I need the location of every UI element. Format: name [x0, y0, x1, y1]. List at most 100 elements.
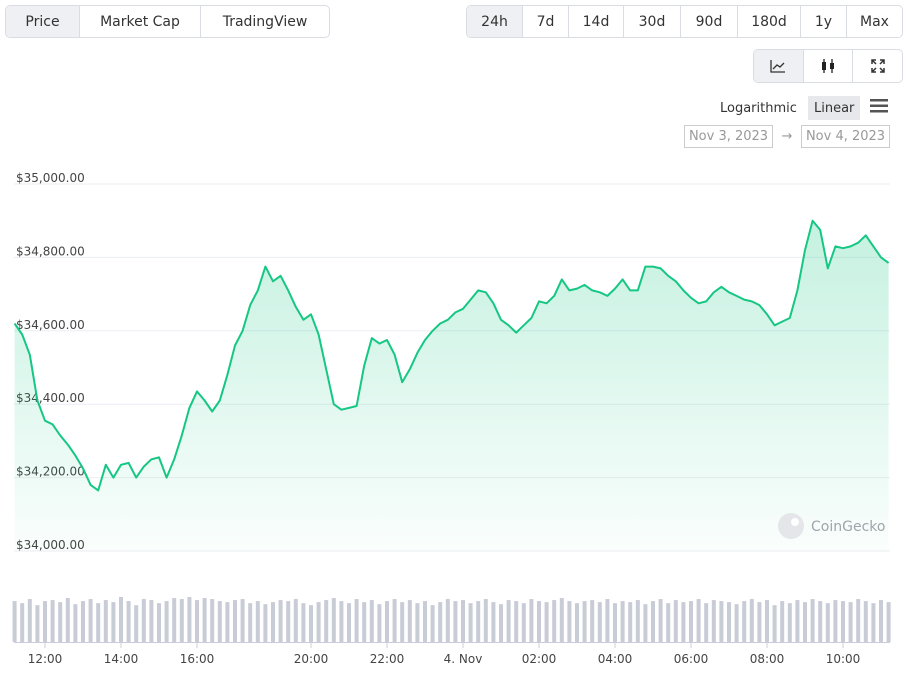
volume-bar: [567, 601, 572, 642]
volume-bar: [430, 605, 435, 642]
volume-bar: [514, 601, 519, 642]
y-tick-label: $34,600.00: [16, 318, 85, 332]
volume-bar: [415, 603, 420, 642]
x-tick-label: 20:00: [294, 652, 329, 666]
price-area: [14, 220, 889, 551]
volume-bar: [331, 598, 336, 642]
volume-bar: [369, 600, 374, 642]
volume-bar: [141, 599, 146, 642]
volume-bar: [575, 603, 579, 642]
tab-button[interactable]: Market Cap: [80, 6, 201, 37]
volume-bar: [210, 599, 215, 642]
watermark-logo-eye: [791, 518, 799, 526]
tab-button[interactable]: Price: [6, 6, 80, 37]
volume-bar: [423, 601, 427, 642]
volume-bar: [886, 602, 891, 642]
range-button[interactable]: 90d: [681, 6, 738, 37]
watermark: CoinGecko: [778, 513, 885, 539]
volume-bar: [841, 601, 845, 642]
volume-bar: [597, 602, 602, 642]
line-chart-button[interactable]: [754, 50, 804, 82]
volume-bar: [499, 604, 503, 642]
range-button[interactable]: 1y: [801, 6, 847, 37]
volume-bar: [271, 602, 275, 642]
volume-bar: [81, 601, 85, 642]
volume-bar: [248, 603, 253, 642]
volume-bar: [126, 601, 131, 642]
volume-bar: [134, 605, 139, 642]
volume-bar: [354, 599, 359, 642]
volume-bar: [172, 598, 177, 642]
volume-bar: [309, 605, 313, 642]
volume-bar: [461, 600, 465, 642]
volume-bar: [651, 601, 655, 642]
volume-bar: [544, 602, 549, 642]
volume-bar: [179, 599, 184, 642]
x-tick-label: 4. Nov: [444, 652, 483, 666]
volume-bar: [795, 600, 800, 642]
volume-bar: [833, 600, 838, 642]
volume-bar: [803, 602, 807, 642]
volume-bar: [119, 597, 123, 642]
volume-bar: [772, 605, 777, 642]
volume-bar: [818, 601, 823, 642]
volume-bar: [856, 599, 861, 642]
volume-bar: [164, 601, 169, 642]
volume-bar: [696, 599, 701, 642]
volume-bar: [559, 598, 564, 642]
volume-bar: [734, 604, 739, 642]
volume-bar: [293, 599, 298, 642]
range-button[interactable]: 14d: [569, 6, 624, 37]
fullscreen-button[interactable]: [853, 50, 902, 82]
menu-button[interactable]: [870, 98, 890, 114]
chart-type-group: [753, 49, 903, 83]
volume-bar: [628, 602, 633, 642]
tab-button[interactable]: TradingView: [222, 13, 308, 30]
volume-bar: [879, 600, 883, 642]
volume-bar: [111, 602, 116, 642]
volume-bar: [35, 605, 40, 642]
range-button[interactable]: 30d: [624, 6, 681, 37]
volume-bar: [149, 600, 154, 642]
volume-bar: [347, 603, 351, 642]
candle-chart-button[interactable]: [804, 50, 854, 82]
volume-bar: [529, 599, 534, 642]
volume-bar: [613, 603, 617, 642]
volume-bar: [810, 599, 815, 642]
volume-bar: [50, 600, 55, 642]
date-to[interactable]: Nov 4, 2023: [801, 125, 890, 148]
date-from[interactable]: Nov 3, 2023: [684, 125, 773, 148]
volume-bar: [537, 601, 541, 642]
volume-bar: [255, 601, 260, 642]
tab-group: Price Market Cap TradingView: [5, 5, 330, 38]
range-button[interactable]: 24h: [467, 6, 523, 37]
volume-bar: [719, 601, 724, 642]
volume-bar: [765, 600, 769, 642]
volume-bar: [582, 601, 587, 642]
volume-bar: [301, 603, 306, 642]
volume-bar: [324, 600, 329, 642]
volume-bar: [749, 599, 754, 642]
x-tick-label: 10:00: [826, 652, 861, 666]
volume-bar: [643, 604, 648, 642]
watermark-text: CoinGecko: [811, 519, 885, 535]
volume-bar: [96, 603, 101, 642]
volume-bar: [620, 601, 625, 642]
range-button[interactable]: 180d: [738, 6, 801, 37]
volume-bar: [27, 599, 32, 642]
volume-bar: [476, 601, 481, 642]
range-button[interactable]: 7d: [523, 6, 569, 37]
volume-bar: [278, 600, 283, 642]
volume-bar: [711, 600, 716, 642]
volume-bar: [453, 601, 458, 642]
volume-bar: [187, 597, 192, 642]
y-tick-label: $35,000.00: [16, 171, 85, 185]
volume-bar: [225, 602, 230, 642]
volume-bar: [506, 600, 511, 642]
linear-scale-button[interactable]: Linear: [808, 96, 861, 120]
volume-bar: [88, 599, 93, 642]
range-button[interactable]: Max: [860, 13, 889, 30]
volume-bar: [491, 602, 496, 642]
log-scale-button[interactable]: Logarithmic: [720, 100, 797, 116]
